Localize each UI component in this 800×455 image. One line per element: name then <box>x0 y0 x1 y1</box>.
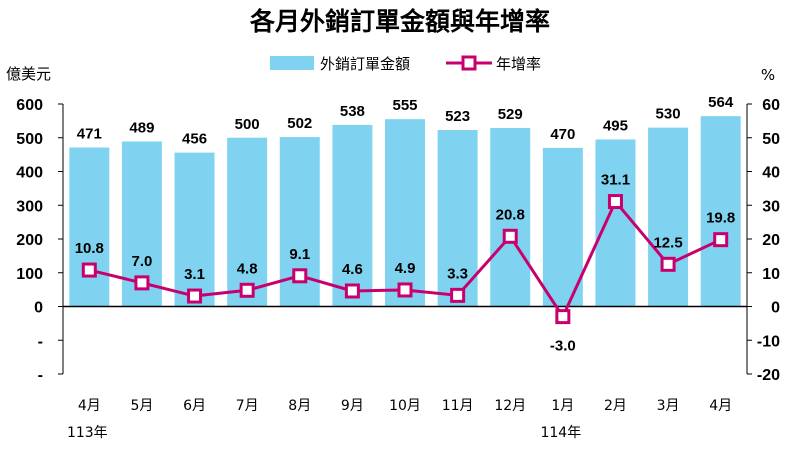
category-label: 1月 <box>551 398 574 414</box>
bar <box>437 129 478 307</box>
bar-value-label: 470 <box>550 126 575 143</box>
growth-marker <box>713 232 729 248</box>
right-tick-label: 10 <box>762 266 780 283</box>
category-label: 2月 <box>604 398 627 414</box>
year-label: 114年 <box>540 425 581 441</box>
bar <box>69 147 110 307</box>
left-tick-label: - <box>38 367 43 384</box>
growth-value-label: 12.5 <box>653 234 682 251</box>
right-tick-label: 0 <box>771 300 780 317</box>
category-label: 4月 <box>78 398 101 414</box>
growth-marker <box>292 268 308 284</box>
growth-marker <box>134 275 150 291</box>
right-tick-label: 30 <box>762 198 780 215</box>
category-label: 12月 <box>494 398 526 414</box>
growth-marker <box>607 194 623 210</box>
bar <box>595 139 636 307</box>
bar <box>648 127 689 307</box>
bar <box>490 127 531 307</box>
growth-value-label: 3.3 <box>447 265 468 282</box>
left-tick-label: 100 <box>16 266 43 283</box>
right-tick-label: 50 <box>762 131 780 148</box>
legend-label-bar: 外銷訂單金額 <box>320 55 410 73</box>
legend-label-line: 年增率 <box>496 55 541 73</box>
bar-value-label: 502 <box>287 115 312 132</box>
category-label: 10月 <box>389 398 421 414</box>
bar-value-label: 523 <box>445 108 470 125</box>
left-tick-label: 600 <box>16 97 43 114</box>
bar-value-label: 489 <box>129 119 154 136</box>
growth-marker <box>502 228 518 244</box>
growth-value-label: 20.8 <box>496 206 525 223</box>
right-tick-label: -20 <box>757 367 780 384</box>
growth-value-label: -3.0 <box>550 338 576 355</box>
right-tick-label: 20 <box>762 232 780 249</box>
growth-value-label: 31.1 <box>601 172 630 189</box>
bar-value-label: 456 <box>182 131 207 148</box>
growth-marker <box>450 287 466 303</box>
bar-value-label: 564 <box>708 94 734 111</box>
growth-value-label: 4.9 <box>395 260 416 277</box>
category-label: 3月 <box>657 398 680 414</box>
left-axis-unit: 億美元 <box>6 65 51 83</box>
bar-value-label: 529 <box>498 106 523 123</box>
right-tick-label: 60 <box>762 97 780 114</box>
left-tick-label: 200 <box>16 232 43 249</box>
legend: 外銷訂單金額 年增率 <box>270 55 541 73</box>
legend-swatch-marker <box>461 55 477 71</box>
right-tick-label: -10 <box>757 333 780 350</box>
bar-value-label: 471 <box>77 126 102 143</box>
growth-marker <box>187 288 203 304</box>
growth-marker <box>660 256 676 272</box>
bar <box>700 116 741 307</box>
growth-value-label: 9.1 <box>289 246 310 263</box>
bar <box>227 137 268 307</box>
plot-area: 6005004003002001000--6050403020100-10-20… <box>16 94 780 441</box>
left-tick-label: 500 <box>16 131 43 148</box>
growth-value-label: 3.1 <box>184 266 205 283</box>
bar-value-label: 555 <box>392 97 417 114</box>
left-tick-label: 400 <box>16 165 43 182</box>
growth-value-label: 10.8 <box>75 240 104 257</box>
bar <box>174 152 215 307</box>
bar-value-label: 500 <box>235 116 260 133</box>
right-axis-unit: % <box>761 66 775 84</box>
left-tick-label: 300 <box>16 198 43 215</box>
chart-title: 各月外銷訂單金額與年增率 <box>249 7 550 36</box>
bar-value-label: 495 <box>603 117 628 134</box>
legend-swatch-bar <box>270 56 314 70</box>
category-label: 5月 <box>130 398 153 414</box>
growth-value-label: 4.8 <box>237 260 258 277</box>
bar <box>332 124 373 307</box>
growth-value-label: 19.8 <box>706 210 735 227</box>
bar-value-label: 538 <box>340 103 365 120</box>
category-label: 11月 <box>442 398 474 414</box>
growth-value-label: 7.0 <box>131 253 152 270</box>
year-label: 113年 <box>67 425 108 441</box>
category-label: 8月 <box>288 398 311 414</box>
left-tick-label: 0 <box>34 300 43 317</box>
category-label: 4月 <box>709 398 732 414</box>
bar <box>385 119 425 307</box>
growth-value-label: 4.6 <box>342 261 363 278</box>
growth-marker <box>397 282 413 298</box>
bar-value-label: 530 <box>656 106 681 123</box>
growth-marker <box>344 283 360 299</box>
category-label: 9月 <box>341 398 364 414</box>
category-label: 6月 <box>183 398 206 414</box>
left-tick-label: - <box>38 333 43 350</box>
right-tick-label: 40 <box>762 165 780 182</box>
growth-marker <box>81 262 97 278</box>
category-label: 7月 <box>236 398 259 414</box>
growth-marker <box>239 282 255 298</box>
bar <box>542 147 583 307</box>
growth-marker <box>555 309 571 325</box>
